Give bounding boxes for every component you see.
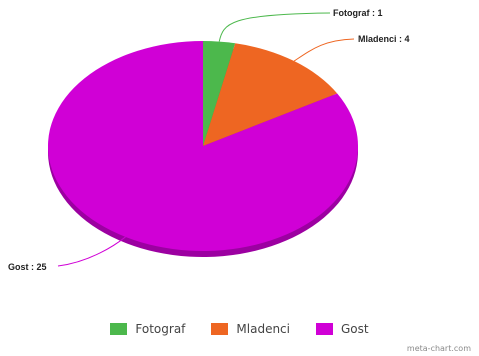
legend-item-gost[interactable]: Gost xyxy=(315,322,369,336)
slice-label: Mladenci : 4 xyxy=(358,34,410,44)
legend-swatch xyxy=(211,323,229,335)
slice-labels: Fotograf : 1 Mladenci : 4 Gost : 25 xyxy=(8,8,410,272)
legend-swatch xyxy=(110,323,128,335)
leader-line xyxy=(293,38,355,62)
legend-label: Mladenci xyxy=(236,322,290,336)
watermark: meta-chart.com xyxy=(406,344,471,353)
leader-lines xyxy=(57,12,355,267)
slice-label: Fotograf : 1 xyxy=(333,8,383,18)
pie-slice-gost[interactable] xyxy=(47,41,358,251)
pie-chart: Fotograf : 1 Mladenci : 4 Gost : 25 xyxy=(8,8,410,272)
legend: Fotograf Mladenci Gost xyxy=(0,322,479,336)
leader-line xyxy=(57,236,126,267)
pie-slices xyxy=(47,41,358,251)
legend-swatch xyxy=(315,323,333,335)
legend-label: Gost xyxy=(340,322,369,336)
legend-label: Fotograf xyxy=(135,322,186,336)
pie-slice-fotograf[interactable] xyxy=(203,41,236,146)
legend-item-mladenci[interactable]: Mladenci xyxy=(211,322,290,336)
leader-line xyxy=(218,12,331,42)
slice-label: Gost : 25 xyxy=(8,262,47,272)
legend-item-fotograf[interactable]: Fotograf xyxy=(110,322,185,336)
pie-slice-mladenci[interactable] xyxy=(203,43,338,146)
